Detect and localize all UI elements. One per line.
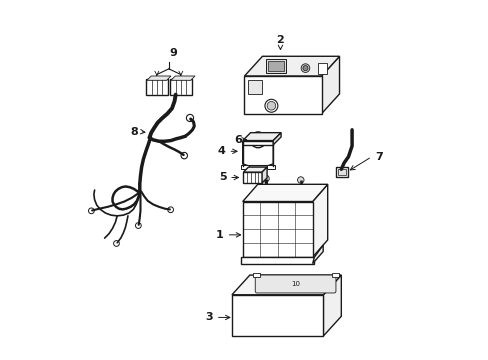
Circle shape — [250, 132, 265, 148]
FancyBboxPatch shape — [169, 79, 191, 95]
Polygon shape — [321, 56, 339, 114]
Bar — [267, 61, 284, 71]
Text: 10: 10 — [290, 281, 300, 287]
Text: 1: 1 — [215, 230, 223, 240]
Circle shape — [297, 177, 304, 183]
Circle shape — [186, 114, 193, 122]
Bar — [247, 80, 262, 94]
Bar — [231, 295, 323, 336]
Polygon shape — [244, 56, 339, 76]
Text: 8: 8 — [130, 127, 138, 136]
Circle shape — [303, 66, 307, 71]
Polygon shape — [312, 245, 323, 264]
Bar — [241, 257, 314, 264]
Circle shape — [167, 207, 173, 213]
Circle shape — [266, 102, 275, 110]
Bar — [317, 63, 326, 74]
Bar — [244, 76, 321, 114]
Text: 7: 7 — [374, 152, 382, 162]
Bar — [242, 140, 273, 145]
Circle shape — [255, 138, 260, 142]
Text: 2: 2 — [276, 35, 284, 45]
Bar — [253, 273, 260, 277]
Circle shape — [88, 208, 94, 214]
Circle shape — [113, 240, 119, 246]
Bar — [338, 169, 345, 175]
Bar — [242, 202, 312, 257]
FancyBboxPatch shape — [145, 79, 167, 95]
Text: 6: 6 — [234, 135, 242, 145]
Polygon shape — [262, 167, 266, 183]
FancyBboxPatch shape — [255, 275, 335, 293]
Circle shape — [264, 99, 277, 112]
Text: 5: 5 — [218, 172, 226, 183]
Polygon shape — [323, 275, 341, 336]
Circle shape — [262, 175, 269, 182]
Polygon shape — [242, 184, 327, 202]
Polygon shape — [243, 167, 266, 172]
Bar — [265, 59, 285, 73]
Bar — [243, 172, 262, 183]
Bar — [332, 273, 338, 277]
Polygon shape — [147, 76, 171, 80]
Text: 9: 9 — [169, 48, 177, 58]
Text: 4: 4 — [218, 146, 225, 156]
Bar — [266, 165, 274, 169]
Polygon shape — [171, 76, 195, 80]
Text: 3: 3 — [204, 312, 212, 323]
Polygon shape — [253, 134, 263, 145]
Polygon shape — [231, 275, 341, 295]
Circle shape — [135, 223, 141, 228]
Polygon shape — [273, 133, 281, 145]
Polygon shape — [312, 184, 327, 257]
Bar — [241, 165, 248, 169]
FancyBboxPatch shape — [336, 167, 347, 177]
Circle shape — [181, 152, 187, 159]
Polygon shape — [242, 133, 281, 140]
Circle shape — [301, 64, 309, 72]
